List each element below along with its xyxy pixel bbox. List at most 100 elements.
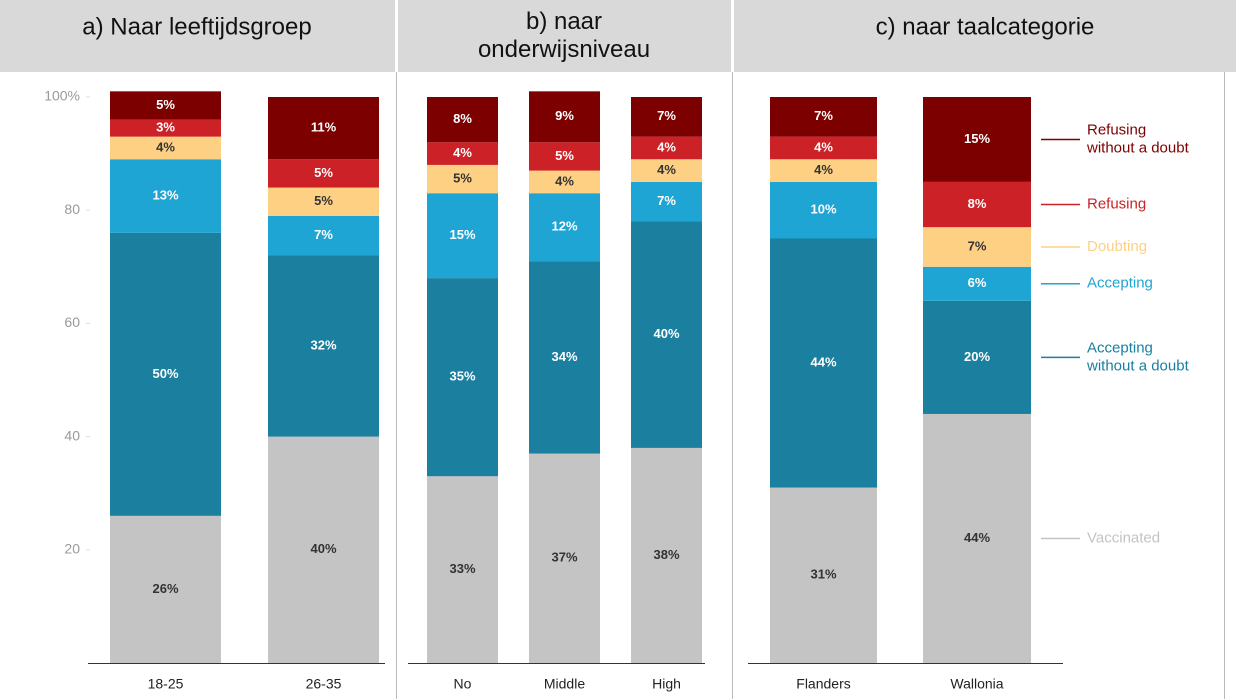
x-tick-label: Flanders [796, 676, 850, 692]
bar-segment [268, 215, 379, 256]
bar-segment [427, 97, 498, 143]
value-label: 38% [653, 547, 679, 562]
value-label: 40% [653, 326, 679, 341]
value-label: 13% [152, 187, 178, 202]
bar-segment [268, 436, 379, 663]
bar-segment [923, 413, 1031, 663]
value-label: 5% [314, 165, 333, 180]
bar-segment [529, 193, 600, 262]
bar-segment [110, 159, 221, 233]
value-label: 8% [453, 111, 472, 126]
value-label: 35% [449, 369, 475, 384]
value-label: 10% [810, 202, 836, 217]
header-cell [398, 0, 731, 72]
value-label: 4% [814, 139, 833, 154]
bar-segment [923, 266, 1031, 301]
bar-segment [923, 227, 1031, 267]
value-label: 32% [310, 337, 336, 352]
legend-label: Refusing without a doubt [1086, 121, 1190, 156]
value-label: 5% [555, 148, 574, 163]
bar-segment [529, 142, 600, 171]
bar-segment [268, 97, 379, 160]
bar-segment [923, 300, 1031, 414]
value-label: 4% [814, 162, 833, 177]
bar-segment [268, 255, 379, 437]
value-label: 50% [152, 366, 178, 381]
y-tick-label: 40 [64, 427, 80, 443]
bar-segment [427, 476, 498, 663]
value-label: 7% [314, 227, 333, 242]
value-label: 34% [551, 349, 577, 364]
x-tick-label: High [652, 676, 681, 692]
bar-segment [110, 136, 221, 160]
x-tick-label: No [454, 676, 472, 692]
value-label: 7% [814, 108, 833, 123]
bar-segment [631, 136, 702, 160]
bar-segment [631, 97, 702, 137]
value-label: 4% [156, 139, 175, 154]
value-label: 9% [555, 108, 574, 123]
bar-segment [770, 181, 877, 239]
bar-segment [631, 447, 702, 663]
legend-label: Vaccinated [1087, 529, 1160, 546]
value-label: 7% [657, 108, 676, 123]
bar-segment [631, 159, 702, 182]
legend-label: Accepting without a doubt [1086, 339, 1190, 374]
value-label: 12% [551, 219, 577, 234]
y-tick-label: 20 [64, 541, 80, 557]
value-label: 6% [968, 275, 987, 290]
value-label: 5% [314, 193, 333, 208]
bar-segment [529, 91, 600, 143]
value-label: 44% [810, 354, 836, 369]
x-tick-label: 18-25 [148, 676, 184, 692]
value-label: 26% [152, 581, 178, 596]
panel-title: a) Naar leeftijdsgroep [82, 13, 311, 40]
value-label: 4% [453, 145, 472, 160]
bar-segment [631, 221, 702, 448]
value-label: 7% [657, 193, 676, 208]
value-label: 44% [964, 530, 990, 545]
legend-label: Accepting [1087, 275, 1153, 292]
bar-segment [427, 193, 498, 279]
legend-label: Doubting [1087, 238, 1147, 255]
value-label: 7% [968, 238, 987, 253]
x-tick-label: 26-35 [306, 676, 342, 692]
panel-title: c) naar taalcategorie [876, 13, 1095, 40]
bar-segment [923, 97, 1031, 182]
value-label: 4% [657, 162, 676, 177]
bar-segment [110, 91, 221, 120]
value-label: 4% [555, 173, 574, 188]
bar-segment [631, 181, 702, 222]
bar-segment [770, 159, 877, 182]
bar-segment [110, 515, 221, 663]
legend-label: Refusing [1087, 196, 1146, 213]
value-label: 5% [453, 171, 472, 186]
bar-segment [110, 119, 221, 137]
bar-segment [770, 238, 877, 488]
y-tick-label: 60 [64, 314, 80, 330]
bar-segment [427, 278, 498, 477]
value-label: 33% [449, 561, 475, 576]
value-label: 40% [310, 541, 336, 556]
x-tick-label: Middle [544, 676, 585, 692]
value-label: 8% [968, 196, 987, 211]
bar-segment [529, 170, 600, 194]
bar-segment [268, 187, 379, 216]
value-label: 4% [657, 139, 676, 154]
value-label: 37% [551, 550, 577, 565]
value-label: 3% [156, 120, 175, 135]
bar-segment [427, 142, 498, 165]
header-cell [0, 0, 395, 72]
bar-segment [770, 136, 877, 160]
value-label: 5% [156, 97, 175, 112]
bar-segment [427, 164, 498, 194]
bar-segment [110, 232, 221, 516]
bar-segment [268, 159, 379, 188]
bar-segment [770, 487, 877, 663]
panel-title: b) naar onderwijsniveau [478, 8, 650, 63]
x-tick-label: Wallonia [950, 676, 1003, 692]
bar-segment [529, 453, 600, 663]
value-label: 20% [964, 349, 990, 364]
value-label: 15% [964, 131, 990, 146]
